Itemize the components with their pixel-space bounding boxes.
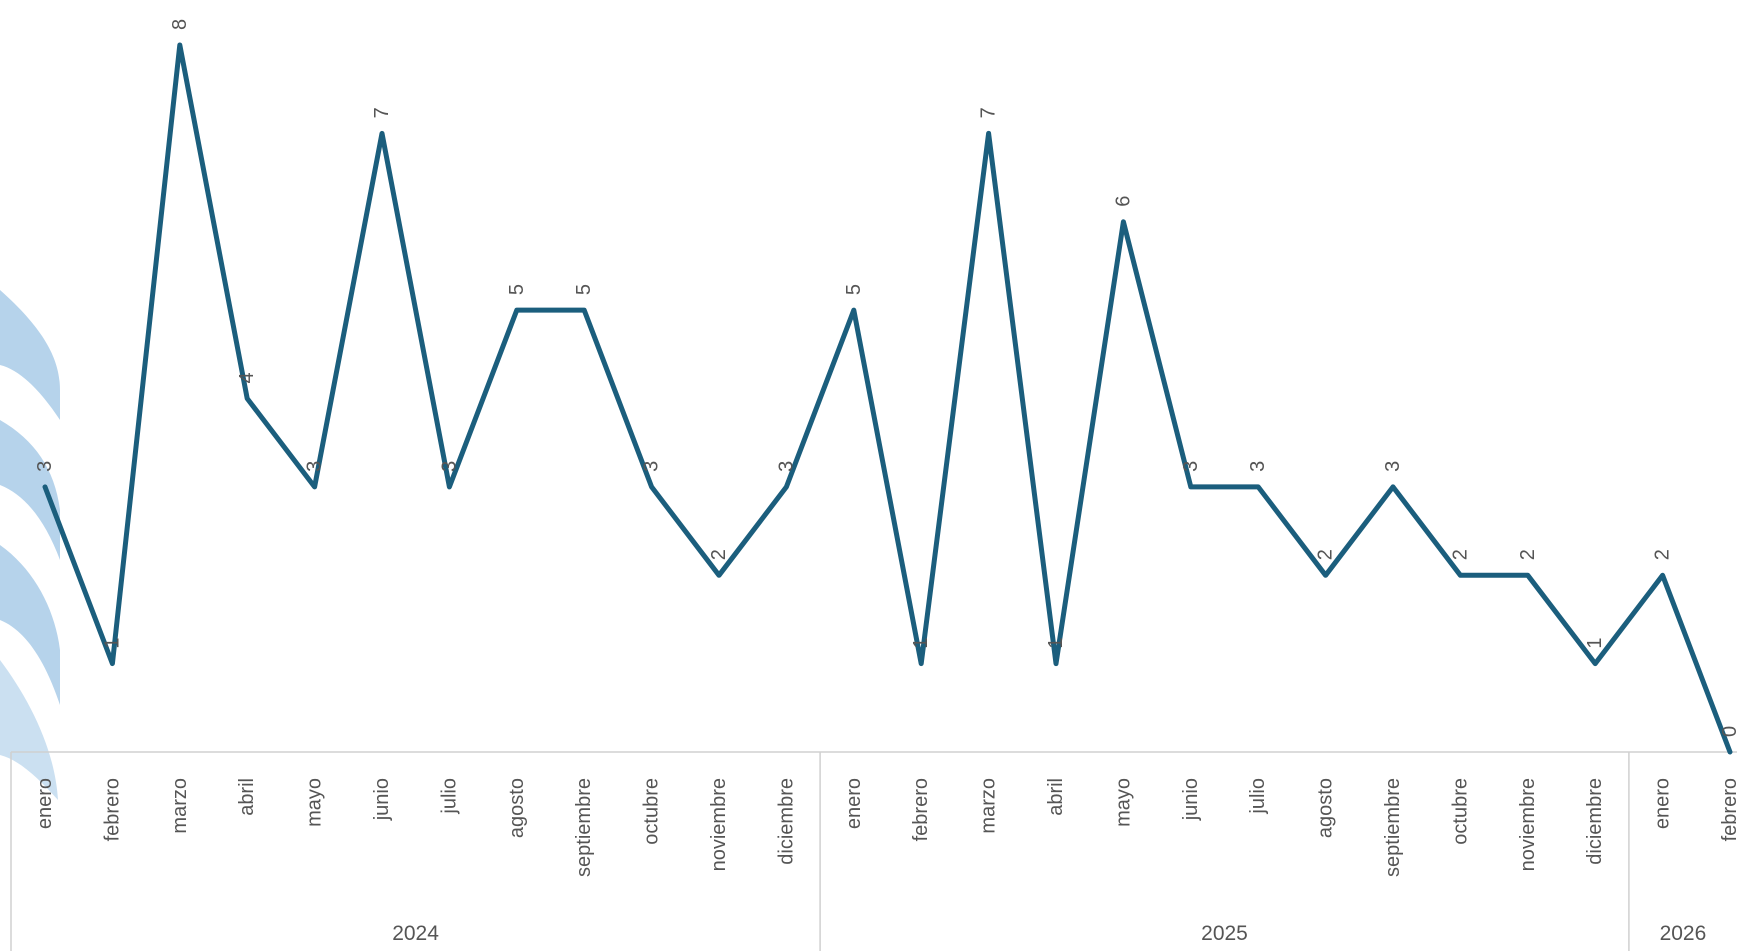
watermark-shape — [0, 545, 60, 705]
x-tick-label: agosto — [1315, 778, 1337, 838]
x-tick-label: enero — [1652, 778, 1674, 829]
x-tick-label: marzo — [978, 778, 1000, 834]
x-tick-label: noviembre — [708, 778, 730, 871]
x-tick-label: junio — [371, 778, 393, 821]
watermark-logo — [0, 290, 60, 800]
x-tick-label: febrero — [1719, 778, 1739, 841]
data-label: 3 — [1247, 461, 1269, 472]
x-tick-label: octubre — [641, 778, 663, 845]
data-label: 2 — [1517, 549, 1539, 560]
watermark-shape — [0, 290, 60, 420]
data-label: 6 — [1112, 196, 1134, 207]
x-tick-label: agosto — [506, 778, 528, 838]
series-line — [42, 42, 1733, 755]
x-tick-labels: enero febrero marzo abril mayo junio julio agos… — [34, 778, 1739, 877]
x-tick-label: abril — [1045, 778, 1067, 816]
x-tick-label: enero — [34, 778, 56, 829]
data-label: 0 — [1719, 726, 1739, 737]
data-label: 7 — [978, 107, 1000, 118]
data-label: 3 — [1180, 461, 1202, 472]
data-label: 8 — [169, 19, 191, 30]
year-label: 2024 — [392, 922, 439, 945]
data-label: 5 — [506, 284, 528, 295]
year-group-labels: 2024 2025 2026 — [392, 922, 1706, 945]
x-tick-label: septiembre — [1382, 778, 1404, 877]
data-label: 2 — [708, 549, 730, 560]
x-tick-label: diciembre — [1584, 778, 1606, 865]
x-tick-label: febrero — [910, 778, 932, 841]
x-tick-label: marzo — [169, 778, 191, 834]
x-tick-label: noviembre — [1517, 778, 1539, 871]
x-tick-label: julio — [438, 778, 460, 815]
data-label: 3 — [641, 461, 663, 472]
data-labels: 3 1 8 4 3 7 3 5 5 3 2 3 5 1 7 1 6 3 3 2 3 2 2 1 2 0 — [34, 19, 1739, 737]
x-tick-label: junio — [1180, 778, 1202, 821]
x-tick-label: mayo — [304, 778, 326, 827]
x-axis — [10, 751, 1737, 951]
data-label: 2 — [1652, 549, 1674, 560]
series-line-layer — [42, 42, 1733, 755]
data-label: 5 — [573, 284, 595, 295]
x-tick-label: julio — [1247, 778, 1269, 815]
data-label: 1 — [910, 638, 932, 649]
data-label: 2 — [1449, 549, 1471, 560]
x-tick-label: mayo — [1112, 778, 1134, 827]
watermark-shape — [0, 420, 60, 560]
data-label: 5 — [843, 284, 865, 295]
watermark-shape — [0, 660, 58, 800]
data-label: 3 — [304, 461, 326, 472]
year-label: 2026 — [1660, 922, 1707, 945]
x-tick-label: enero — [843, 778, 865, 829]
data-label: 3 — [775, 461, 797, 472]
x-tick-label: febrero — [101, 778, 123, 841]
x-tick-label: abril — [236, 778, 258, 816]
data-label: 3 — [438, 461, 460, 472]
x-tick-label: septiembre — [573, 778, 595, 877]
data-label: 7 — [371, 107, 393, 118]
data-label: 1 — [1584, 638, 1606, 649]
data-label: 1 — [101, 638, 123, 649]
x-tick-label: octubre — [1449, 778, 1471, 845]
x-tick-label: diciembre — [775, 778, 797, 865]
data-label: 1 — [1045, 638, 1067, 649]
data-label: 3 — [34, 461, 56, 472]
data-label: 4 — [236, 372, 258, 383]
year-label: 2025 — [1201, 922, 1248, 945]
data-label: 3 — [1382, 461, 1404, 472]
data-label: 2 — [1315, 549, 1337, 560]
